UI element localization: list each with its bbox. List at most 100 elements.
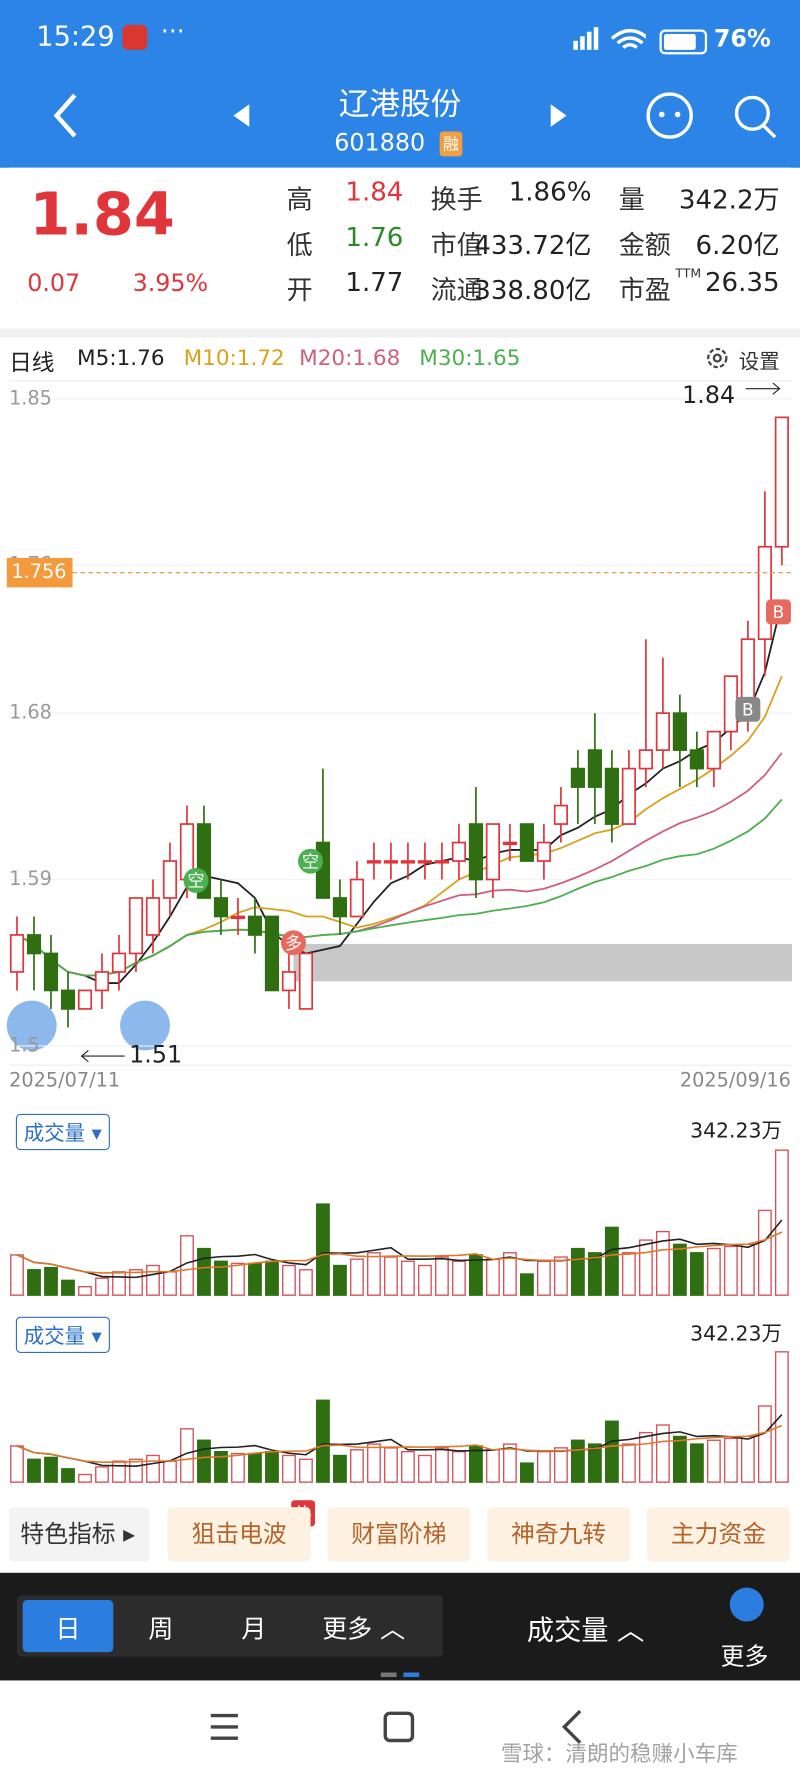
candle-body xyxy=(689,749,704,770)
volume-bar xyxy=(248,1262,262,1296)
period-tab[interactable]: 周 xyxy=(148,1615,174,1645)
ma-legend: M20:1.68 xyxy=(299,345,401,371)
field-value: 1.84 xyxy=(345,177,404,208)
volume-selector[interactable]: 成交量 ▾ xyxy=(15,1316,110,1353)
low-arrow xyxy=(80,1049,125,1063)
volume-bar xyxy=(672,1243,687,1296)
volume-bar xyxy=(367,1443,381,1483)
volume-selector[interactable]: 成交量 ▾ xyxy=(15,1113,110,1151)
volume-bar xyxy=(333,1454,347,1483)
volume-bar xyxy=(10,1445,24,1483)
volume-ma xyxy=(16,1424,783,1463)
volume-selector-label[interactable]: 成交量 xyxy=(23,1121,85,1146)
volume-bar xyxy=(282,1454,296,1483)
indicator-button[interactable]: 财富阶梯 xyxy=(327,1507,471,1562)
settings-label[interactable]: 设置 xyxy=(738,350,780,374)
active-period xyxy=(22,1599,114,1653)
candle-body xyxy=(128,897,144,955)
volume-bar xyxy=(384,1256,398,1296)
more-button[interactable]: 更多 xyxy=(720,1643,769,1671)
candle-body xyxy=(706,730,721,770)
stock-name: 辽港股份 xyxy=(338,87,462,123)
system-nav[interactable] xyxy=(0,1688,800,1778)
period-tab[interactable]: 月 xyxy=(241,1615,267,1645)
field-value: 1.76 xyxy=(345,223,404,253)
volume-bar xyxy=(503,1252,517,1296)
candle-body xyxy=(383,860,399,864)
volume-bar xyxy=(655,1230,670,1296)
period-tab[interactable]: 更多 ︿ xyxy=(322,1615,406,1645)
indicator-button[interactable]: 狙击电波 xyxy=(167,1507,311,1562)
y-tick-label: 1.5 xyxy=(9,1033,40,1056)
volume-bar xyxy=(587,1443,602,1483)
field-value: 1.86% xyxy=(508,177,592,208)
indicator-toggle-label[interactable]: 成交量 xyxy=(526,1614,609,1647)
volume-bar xyxy=(44,1456,58,1483)
candle-body xyxy=(536,841,551,862)
volume-bar xyxy=(316,1399,330,1483)
field-label: 流通 xyxy=(430,276,483,306)
volume-bar xyxy=(214,1260,228,1296)
signal-marker xyxy=(298,848,323,874)
watermark: 雪球：清朗的稳赚小车库 xyxy=(500,1741,738,1767)
volume-bar xyxy=(774,1149,789,1296)
signal-marker-label: 空 xyxy=(188,872,205,892)
volume-ma xyxy=(16,1414,783,1467)
volume-bar xyxy=(367,1252,381,1296)
volume-bar xyxy=(689,1252,704,1296)
more-icon[interactable] xyxy=(729,1587,764,1622)
ma-line xyxy=(16,798,783,977)
volume-bar xyxy=(418,1264,432,1296)
volume-ma xyxy=(16,1219,783,1279)
indicator-button[interactable]: 神奇九转 xyxy=(487,1507,631,1562)
indicator-toggle[interactable]: 成交量 ︿ xyxy=(526,1614,645,1647)
volume-bar xyxy=(350,1258,364,1296)
volume-bar xyxy=(689,1443,704,1483)
volume-bar xyxy=(638,1239,653,1296)
settings-icon[interactable] xyxy=(705,346,730,371)
nav-bubble[interactable] xyxy=(6,1000,57,1051)
app-icon xyxy=(122,24,148,50)
volume-bar xyxy=(299,1458,313,1483)
volume-bar xyxy=(163,1271,177,1296)
volume-bar xyxy=(401,1451,415,1483)
end-date: 2025/09/16 xyxy=(679,1069,791,1093)
volume-selector-label[interactable]: 成交量 xyxy=(23,1324,85,1349)
indicator-menu[interactable]: 特色指标 ▸ xyxy=(9,1507,150,1562)
volume-bar xyxy=(78,1286,92,1296)
nav-bubble[interactable] xyxy=(120,1000,170,1051)
volume-bar xyxy=(452,1260,466,1296)
ma-legend: M30:1.65 xyxy=(419,345,521,371)
volume-bar xyxy=(723,1245,738,1296)
volume-bar xyxy=(723,1437,738,1483)
volume-bar xyxy=(570,1247,585,1296)
candle-body xyxy=(451,841,467,862)
low-label: 1.51 xyxy=(129,1041,182,1069)
volume-bar xyxy=(452,1451,466,1483)
volume-bar xyxy=(10,1254,24,1296)
volume-bar xyxy=(486,1449,500,1483)
nav-icons[interactable] xyxy=(45,91,793,148)
volume-bar xyxy=(774,1351,789,1483)
volume-bar xyxy=(282,1264,296,1296)
period-tab[interactable]: 日 xyxy=(55,1615,81,1645)
signal-marker-label: B xyxy=(742,700,754,720)
indicator-menu-label[interactable]: 特色指标 xyxy=(20,1520,116,1548)
candle-body xyxy=(77,989,93,1010)
volume-bar xyxy=(536,1260,551,1296)
start-date: 2025/07/11 xyxy=(9,1069,121,1093)
volume-bar xyxy=(129,1269,143,1296)
indicator-button[interactable]: 主力资金 xyxy=(647,1507,790,1562)
volume-bar xyxy=(384,1447,398,1483)
quote-panel xyxy=(0,167,800,329)
candle-body xyxy=(485,823,500,881)
page-dot xyxy=(403,1672,420,1678)
y-tick-label: 1.68 xyxy=(9,701,52,724)
field-value: 338.80亿 xyxy=(474,276,592,306)
volume-bar xyxy=(757,1405,772,1483)
volume-bar xyxy=(655,1424,670,1483)
volume-bar xyxy=(621,1443,636,1483)
signal-marker-label: 多 xyxy=(285,934,302,954)
candle-body xyxy=(587,749,602,788)
